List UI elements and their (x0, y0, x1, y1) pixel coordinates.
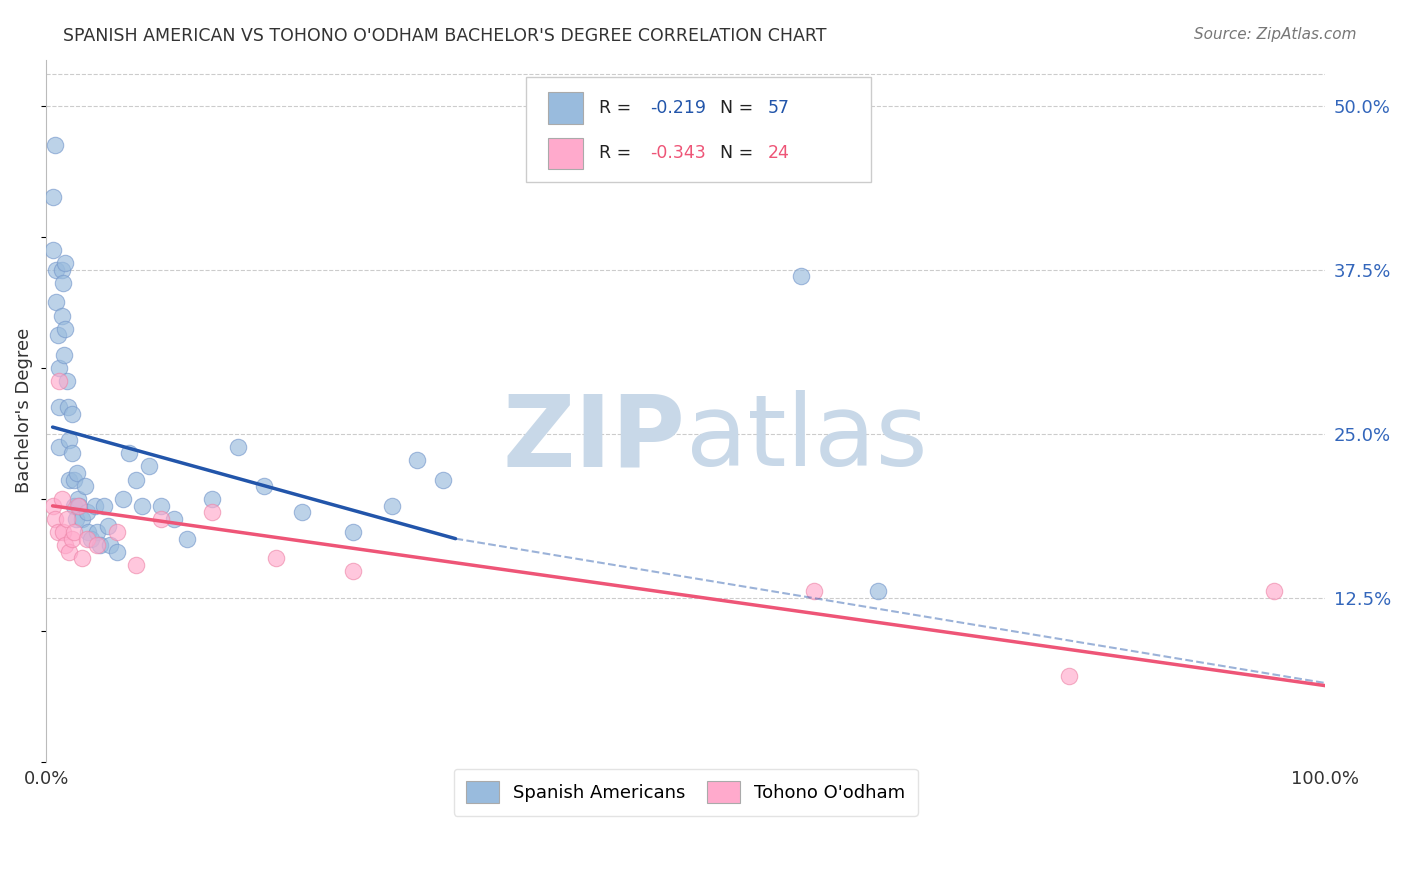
Text: R =: R = (599, 145, 637, 162)
Point (58, 545, 80, 559)
Point (60, 532, 83, 546)
Point (48, 440, 70, 454)
Point (89, 538, 111, 552)
Point (105, 545, 128, 559)
Point (163, 512, 186, 526)
Point (55, 374, 77, 388)
Point (63, 473, 86, 487)
Point (58, 473, 80, 487)
Point (41, 499, 63, 513)
Point (176, 532, 198, 546)
Point (41, 190, 63, 204)
Point (432, 473, 454, 487)
Text: ZIP: ZIP (503, 391, 686, 487)
Point (65, 512, 87, 526)
Point (46, 328, 69, 343)
Point (111, 492, 134, 507)
Point (118, 446, 141, 460)
Point (51, 309, 73, 323)
Point (803, 584, 825, 599)
Point (48, 374, 70, 388)
Point (226, 440, 249, 454)
Point (266, 551, 288, 566)
Point (77, 525, 100, 540)
Point (45, 262, 67, 277)
Point (41, 243, 63, 257)
Point (866, 584, 889, 599)
Point (80, 532, 103, 546)
Point (342, 525, 364, 540)
Point (66, 466, 89, 480)
Point (342, 565, 364, 579)
Text: 24: 24 (768, 145, 790, 162)
Point (70, 512, 93, 526)
Point (53, 348, 76, 362)
Point (97, 518, 120, 533)
Point (52, 276, 75, 290)
Point (125, 558, 148, 572)
Point (790, 269, 813, 284)
Point (45, 295, 67, 310)
FancyBboxPatch shape (547, 137, 583, 169)
Point (67, 499, 90, 513)
Point (1263, 584, 1285, 599)
FancyBboxPatch shape (526, 77, 872, 183)
Point (67, 492, 90, 507)
Point (51, 492, 73, 507)
Point (93, 499, 115, 513)
Point (48, 361, 70, 376)
Point (105, 525, 128, 540)
Point (201, 492, 224, 507)
Point (138, 459, 160, 474)
Point (70, 551, 93, 566)
Text: atlas: atlas (686, 391, 928, 487)
Point (63, 525, 86, 540)
Point (52, 525, 75, 540)
Point (253, 479, 276, 493)
Point (55, 256, 77, 270)
Text: Source: ZipAtlas.com: Source: ZipAtlas.com (1194, 27, 1357, 42)
Point (131, 499, 153, 513)
Point (48, 401, 70, 415)
Point (55, 321, 77, 335)
Point (83, 499, 105, 513)
Point (98, 538, 121, 552)
Text: 57: 57 (768, 99, 790, 117)
Point (1059, 669, 1081, 683)
Point (60, 407, 83, 421)
Text: -0.219: -0.219 (650, 99, 706, 117)
Point (86, 525, 108, 540)
Text: N =: N = (720, 99, 759, 117)
Point (150, 512, 173, 526)
Point (291, 505, 314, 519)
Point (60, 446, 83, 460)
Point (406, 453, 429, 467)
Legend: Spanish Americans, Tohono O'odham: Spanish Americans, Tohono O'odham (454, 769, 918, 816)
Point (58, 434, 80, 448)
Point (44, 512, 66, 526)
Point (201, 505, 224, 519)
Text: -0.343: -0.343 (650, 145, 706, 162)
Point (44, 137, 66, 152)
Point (63, 499, 86, 513)
Point (76, 532, 98, 546)
Point (76, 505, 98, 519)
Y-axis label: Bachelor's Degree: Bachelor's Degree (15, 328, 32, 493)
Point (125, 473, 148, 487)
Point (69, 499, 91, 513)
Point (51, 262, 73, 277)
Point (55, 538, 77, 552)
Text: R =: R = (599, 99, 637, 117)
Point (73, 479, 96, 493)
Point (150, 499, 173, 513)
Point (55, 512, 77, 526)
FancyBboxPatch shape (547, 92, 583, 124)
Point (380, 499, 402, 513)
Point (56, 401, 79, 415)
Text: SPANISH AMERICAN VS TOHONO O'ODHAM BACHELOR'S DEGREE CORRELATION CHART: SPANISH AMERICAN VS TOHONO O'ODHAM BACHE… (63, 27, 827, 45)
Point (46, 525, 69, 540)
Point (86, 538, 108, 552)
Text: N =: N = (720, 145, 759, 162)
